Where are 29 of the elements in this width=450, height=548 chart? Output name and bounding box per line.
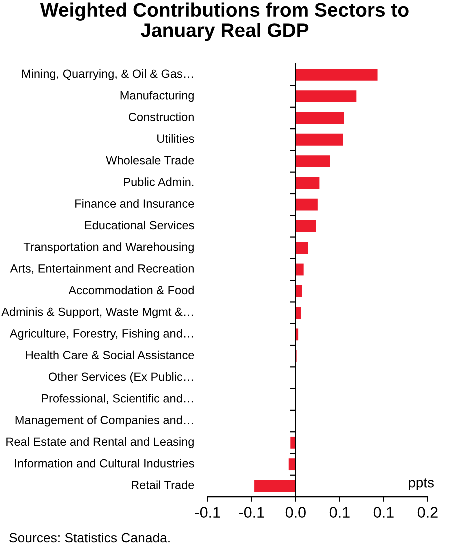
y-tick-label: Other Services (Ex Public… [48,372,194,384]
y-tick-label: Public Admin. [124,178,194,186]
x-tick-label: 0.1 [330,507,350,518]
y-tick-label: Professional, Scientific and… [42,394,194,404]
y-tick-label: Educational Services [85,220,194,230]
y-tick-label: Construction [129,112,194,122]
y-tick-label: Mining, Quarrying, & Oil & Gas… [22,69,194,80]
chart-title: Weighted Contributions from Sectors to January Real GDP [40,2,409,42]
y-tick-label: Information and Cultural Industries [15,459,194,468]
x-tick-label: 0.2 [418,507,438,518]
x-tick-label: 0.0 [286,507,306,518]
y-tick-label: Transportation and Warehousing [24,242,194,254]
y-tick-label: Manufacturing [120,91,194,102]
y-tick-label: Retail Trade [132,480,194,490]
y-tick-label: Finance and Insurance [76,199,194,208]
y-tick-label: Wholesale Trade [106,156,194,165]
x-tick-label: -0.1 [239,507,264,518]
x-axis-title: ppts [409,478,434,490]
y-tick-label: Management of Companies and… [16,416,194,427]
y-tick-label: Health Care & Social Assistance [26,350,194,360]
y-tick-label: Arts, Entertainment and Recreation [10,264,194,274]
y-tick-label: Adminis & Support, Waste Mgmt &… [2,308,194,319]
y-tick-label: Accommodation & Food [68,286,194,295]
x-tick-label: 0.1 [374,507,394,518]
y-tick-label: Agriculture, Forestry, Fishing and… [10,329,194,340]
y-tick-label: Utilities [158,134,194,144]
x-tick-label: -0.1 [195,507,220,518]
y-tick-label: Real Estate and Rental and Leasing [6,437,194,448]
source-note: Sources: Statistics Canada. [10,532,170,543]
